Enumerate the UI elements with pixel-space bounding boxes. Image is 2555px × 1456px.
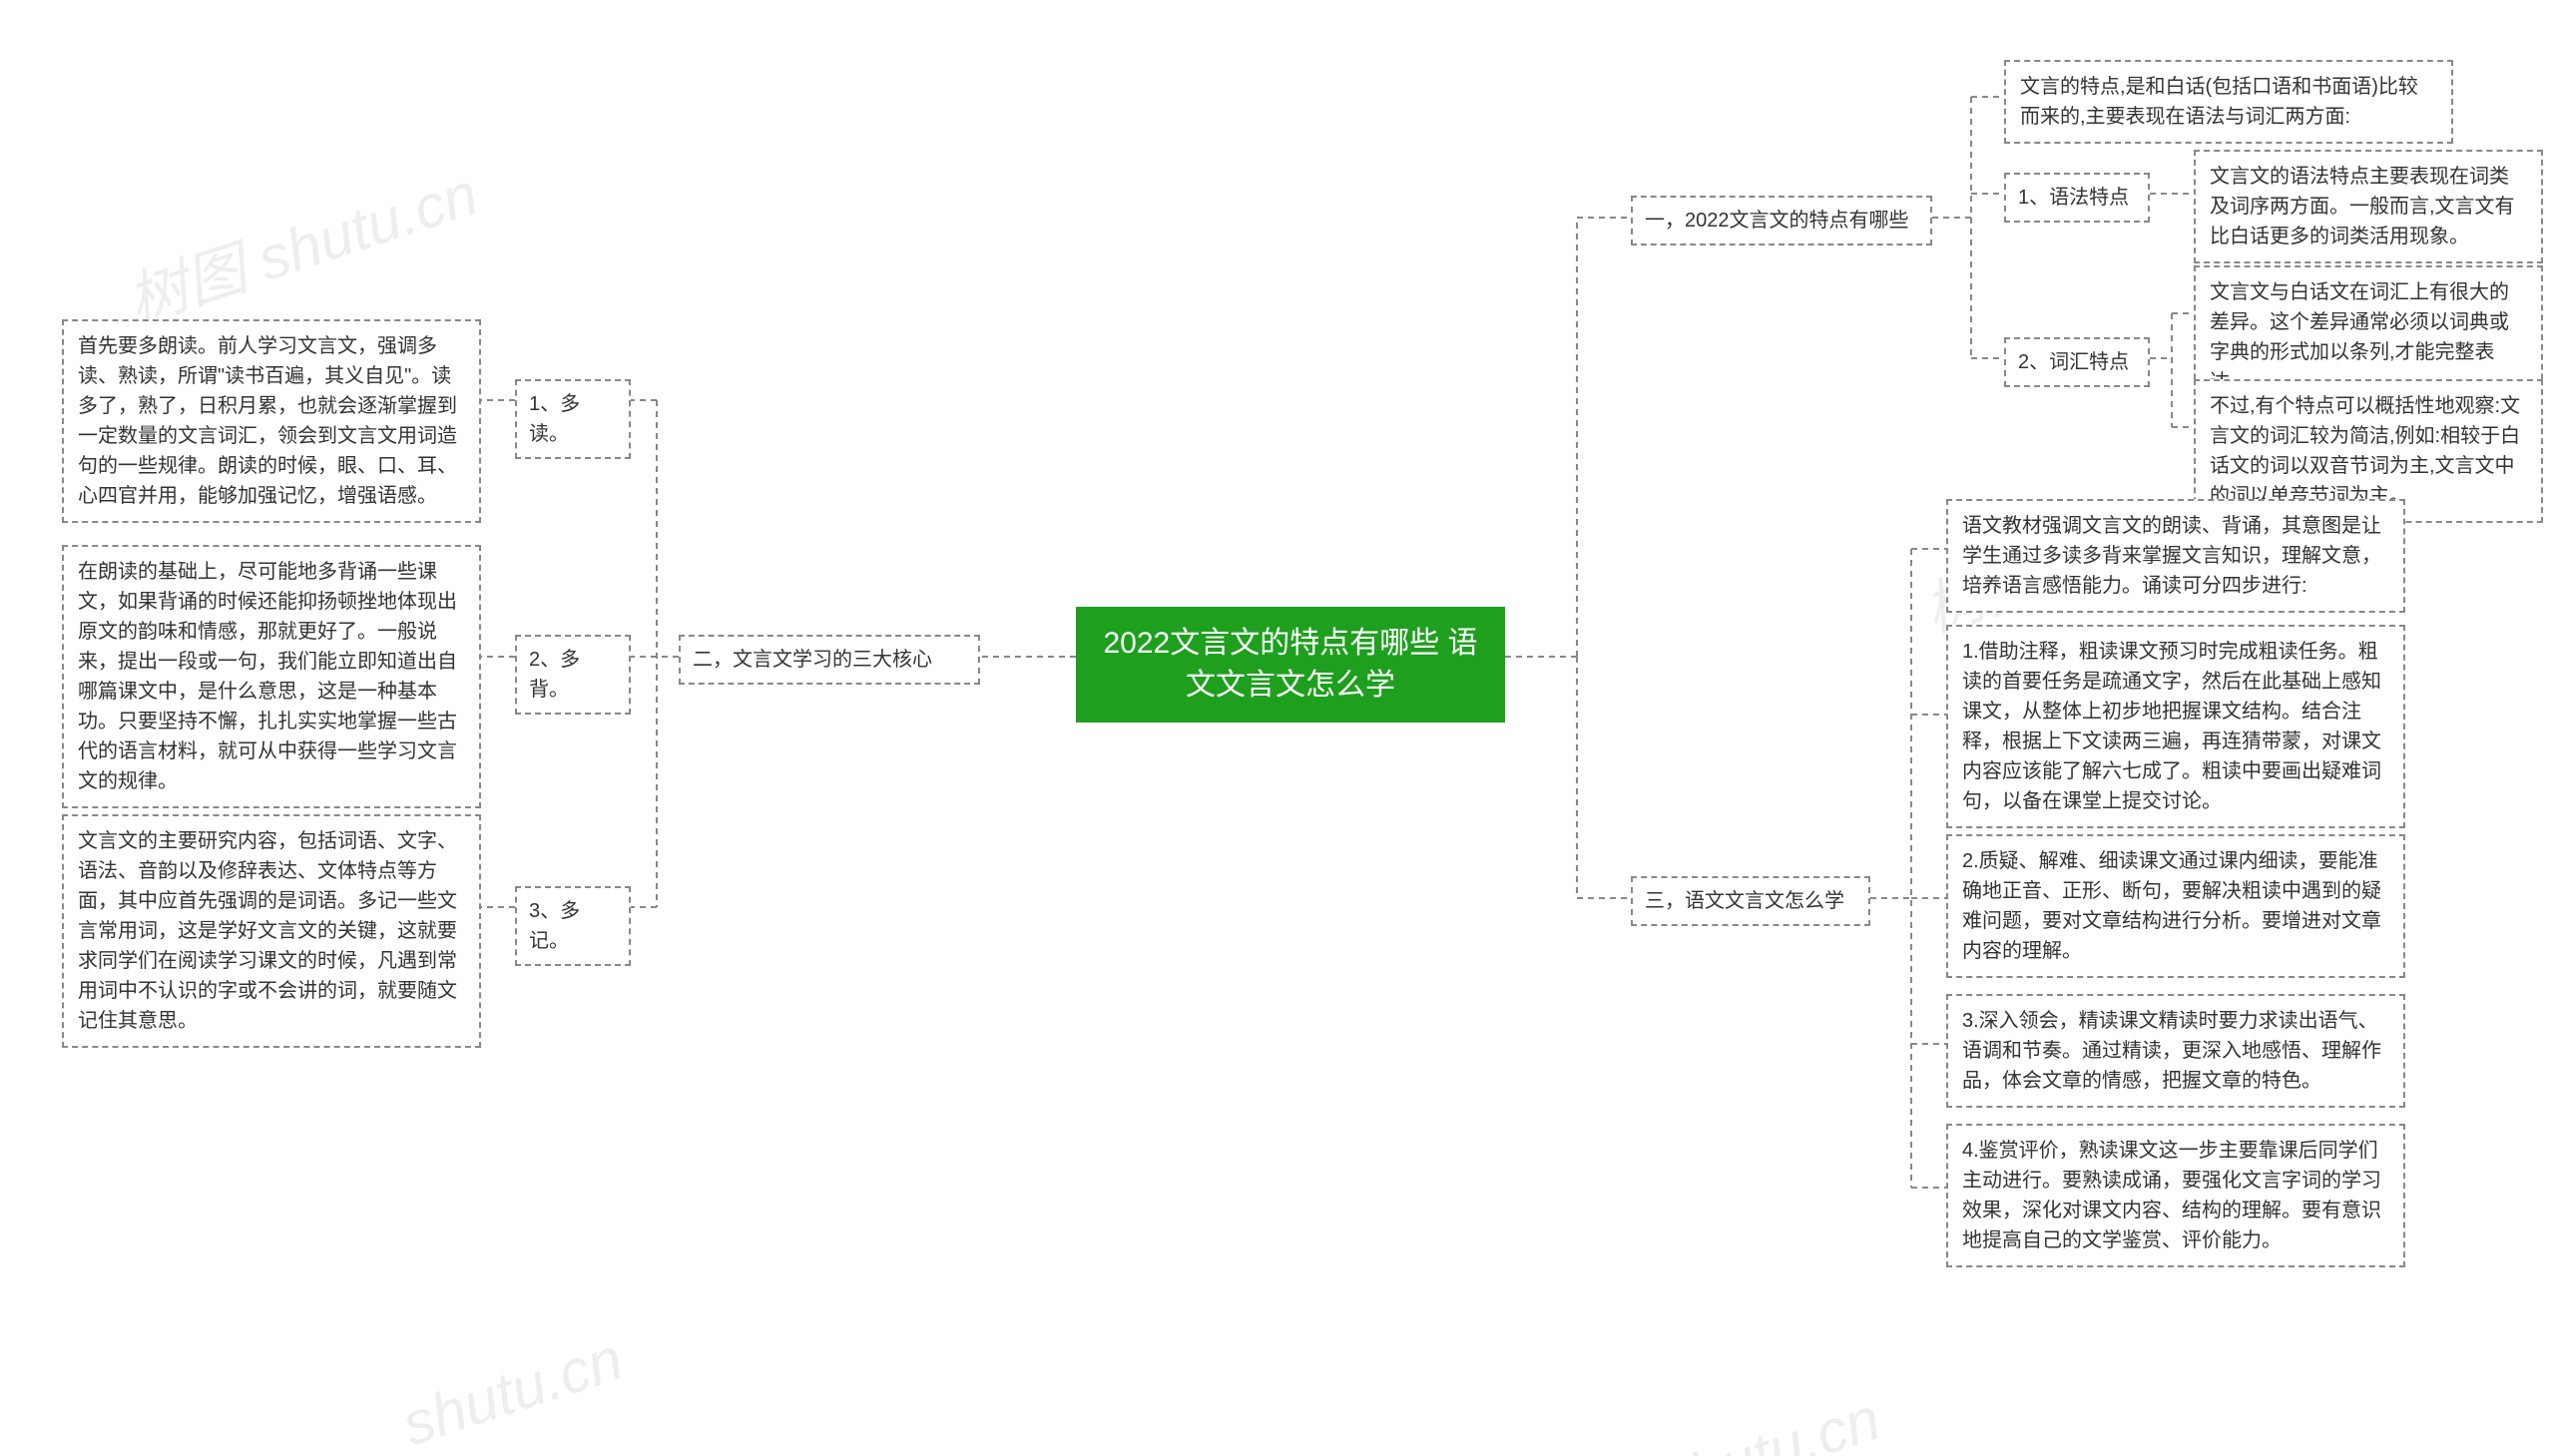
watermark: shutu.cn	[394, 1324, 631, 1456]
branch-3: 三，语文文言文怎么学	[1631, 876, 1870, 926]
branch-2-recite-detail: 在朗读的基础上，尽可能地多背诵一些课文，如果背诵的时候还能抑扬顿挫地体现出原文的…	[62, 545, 481, 808]
root-node: 2022文言文的特点有哪些 语文文言文怎么学	[1076, 607, 1505, 723]
branch-3-leaf-4: 4.鉴赏评价，熟读课文这一步主要靠课后同学们主动进行。要熟读成诵，要强化文言字词…	[1946, 1124, 2405, 1267]
branch-2-memorize: 3、多记。	[515, 886, 631, 966]
branch-1: 一，2022文言文的特点有哪些	[1631, 196, 1932, 245]
branch-3-leaf-2: 2.质疑、解难、细读课文通过课内细读，要能准确地正音、正形、断句，要解决粗读中遇…	[1946, 834, 2405, 978]
branch-2-read: 1、多读。	[515, 379, 631, 459]
watermark: shutu.cn	[1652, 1384, 1888, 1456]
branch-3-leaf-3: 3.深入领会，精读课文精读时要力求读出语气、语调和节奏。通过精读，更深入地感悟、…	[1946, 994, 2405, 1108]
watermark: 树图 shutu.cn	[115, 146, 487, 340]
branch-1-grammar-detail: 文言文的语法特点主要表现在词类及词序两方面。一般而言,文言文有比白话更多的词类活…	[2194, 150, 2543, 263]
branch-2-memorize-detail: 文言文的主要研究内容，包括词语、文字、语法、音韵以及修辞表达、文体特点等方面，其…	[62, 814, 481, 1048]
branch-3-leaf-0: 语文教材强调文言文的朗读、背诵，其意图是让学生通过多读多背来掌握文言知识，理解文…	[1946, 499, 2405, 613]
branch-2: 二，文言文学习的三大核心	[679, 635, 980, 685]
branch-1-vocab: 2、词汇特点	[2004, 337, 2150, 387]
mindmap-canvas: 树图 shutu.cn 树图 shutu.cn shutu.cn shutu.c…	[0, 0, 2555, 1456]
branch-1-leaf-intro: 文言的特点,是和白话(包括口语和书面语)比较而来的,主要表现在语法与词汇两方面:	[2004, 60, 2453, 144]
branch-3-leaf-1: 1.借助注释，粗读课文预习时完成粗读任务。粗读的首要任务是疏通文字，然后在此基础…	[1946, 625, 2405, 828]
branch-2-read-detail: 首先要多朗读。前人学习文言文，强调多读、熟读，所谓"读书百遍，其义自见"。读多了…	[62, 319, 481, 523]
root-text: 2022文言文的特点有哪些 语文文言文怎么学	[1103, 627, 1477, 702]
branch-1-grammar: 1、语法特点	[2004, 173, 2150, 223]
branch-2-recite: 2、多背。	[515, 635, 631, 715]
